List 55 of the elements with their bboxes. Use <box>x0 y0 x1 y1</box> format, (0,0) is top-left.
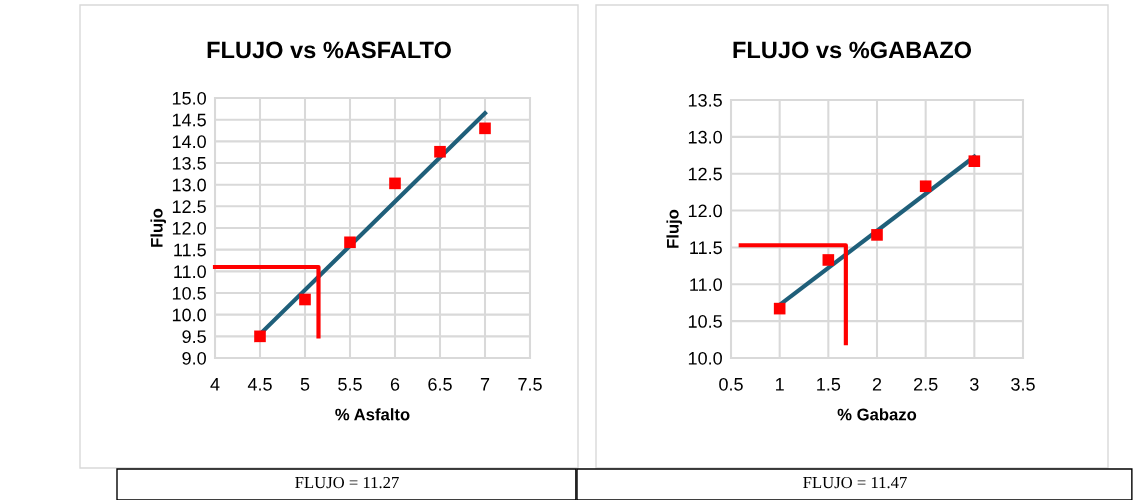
y-tick-label: 13.0 <box>172 178 206 192</box>
y-tick-label: 11.0 <box>690 278 722 292</box>
y-tick-label: 13.5 <box>172 156 206 170</box>
x-tick-label: 3 <box>970 377 979 391</box>
x-tick-label: 5 <box>300 378 310 391</box>
point <box>871 229 883 241</box>
y-tick-label: 13.0 <box>688 130 722 144</box>
x-axis-title: % Gabazo <box>837 408 917 421</box>
y-tick-label: 10.0 <box>172 308 206 322</box>
y-tick-label: 12.5 <box>688 167 722 181</box>
x-tick-label: 3.5 <box>1011 377 1035 391</box>
y-tick-label: 11.0 <box>174 265 206 279</box>
y-tick-label: 11.5 <box>174 243 206 257</box>
chart-title: FLUJO vs %ASFALTO <box>207 41 451 59</box>
y-tick-label: 9.5 <box>182 330 206 344</box>
y-tick-label: 13.5 <box>688 93 722 107</box>
x-tick-label: 4 <box>210 378 220 391</box>
y-tick-label: 12.5 <box>172 200 206 214</box>
x-tick-label: 2 <box>872 377 882 391</box>
point <box>389 177 401 190</box>
x-tick-label: 6.5 <box>428 377 452 391</box>
y-tick-label: 12.0 <box>688 204 722 218</box>
x-tick-label: 0.5 <box>719 377 743 391</box>
y-tick-label: 10.5 <box>172 286 206 300</box>
chart-title: FLUJO vs %GABAZO <box>733 41 972 59</box>
y-tick-label: 12.0 <box>172 221 206 235</box>
x-tick-label: 7.5 <box>518 378 542 391</box>
x-tick-label: 4.5 <box>247 378 272 391</box>
point <box>434 145 446 158</box>
point <box>254 330 266 343</box>
y-tick-label: 9.0 <box>182 351 206 365</box>
point <box>299 293 311 306</box>
x-tick-label: 7 <box>480 378 490 391</box>
x-axis-title: % Asfalto <box>335 408 410 421</box>
y-axis-title: Flujo <box>150 208 166 247</box>
point <box>919 180 932 193</box>
y-tick-label: 10.0 <box>688 351 722 365</box>
y-tick-label: 14.0 <box>172 135 206 149</box>
y-tick-label: 14.5 <box>172 113 206 127</box>
y-tick-label: 10.5 <box>688 315 722 328</box>
x-tick-label: 6 <box>390 377 400 391</box>
point <box>479 122 491 135</box>
x-tick-label: 1.5 <box>817 378 841 391</box>
point <box>822 254 835 266</box>
x-tick-label: 2.5 <box>914 377 938 391</box>
text: FLUJO = 11.47 <box>803 476 907 489</box>
y-axis-title: Flujo <box>666 209 682 248</box>
y-tick-label: 15.0 <box>172 91 206 105</box>
x-tick-label: 5.5 <box>338 378 362 391</box>
point <box>968 155 981 167</box>
point <box>344 236 356 249</box>
x-tick-label: 1 <box>776 378 784 391</box>
point <box>773 302 786 315</box>
y-tick-label: 11.5 <box>690 241 722 255</box>
text: FLUJO = 11.27 <box>295 476 399 489</box>
